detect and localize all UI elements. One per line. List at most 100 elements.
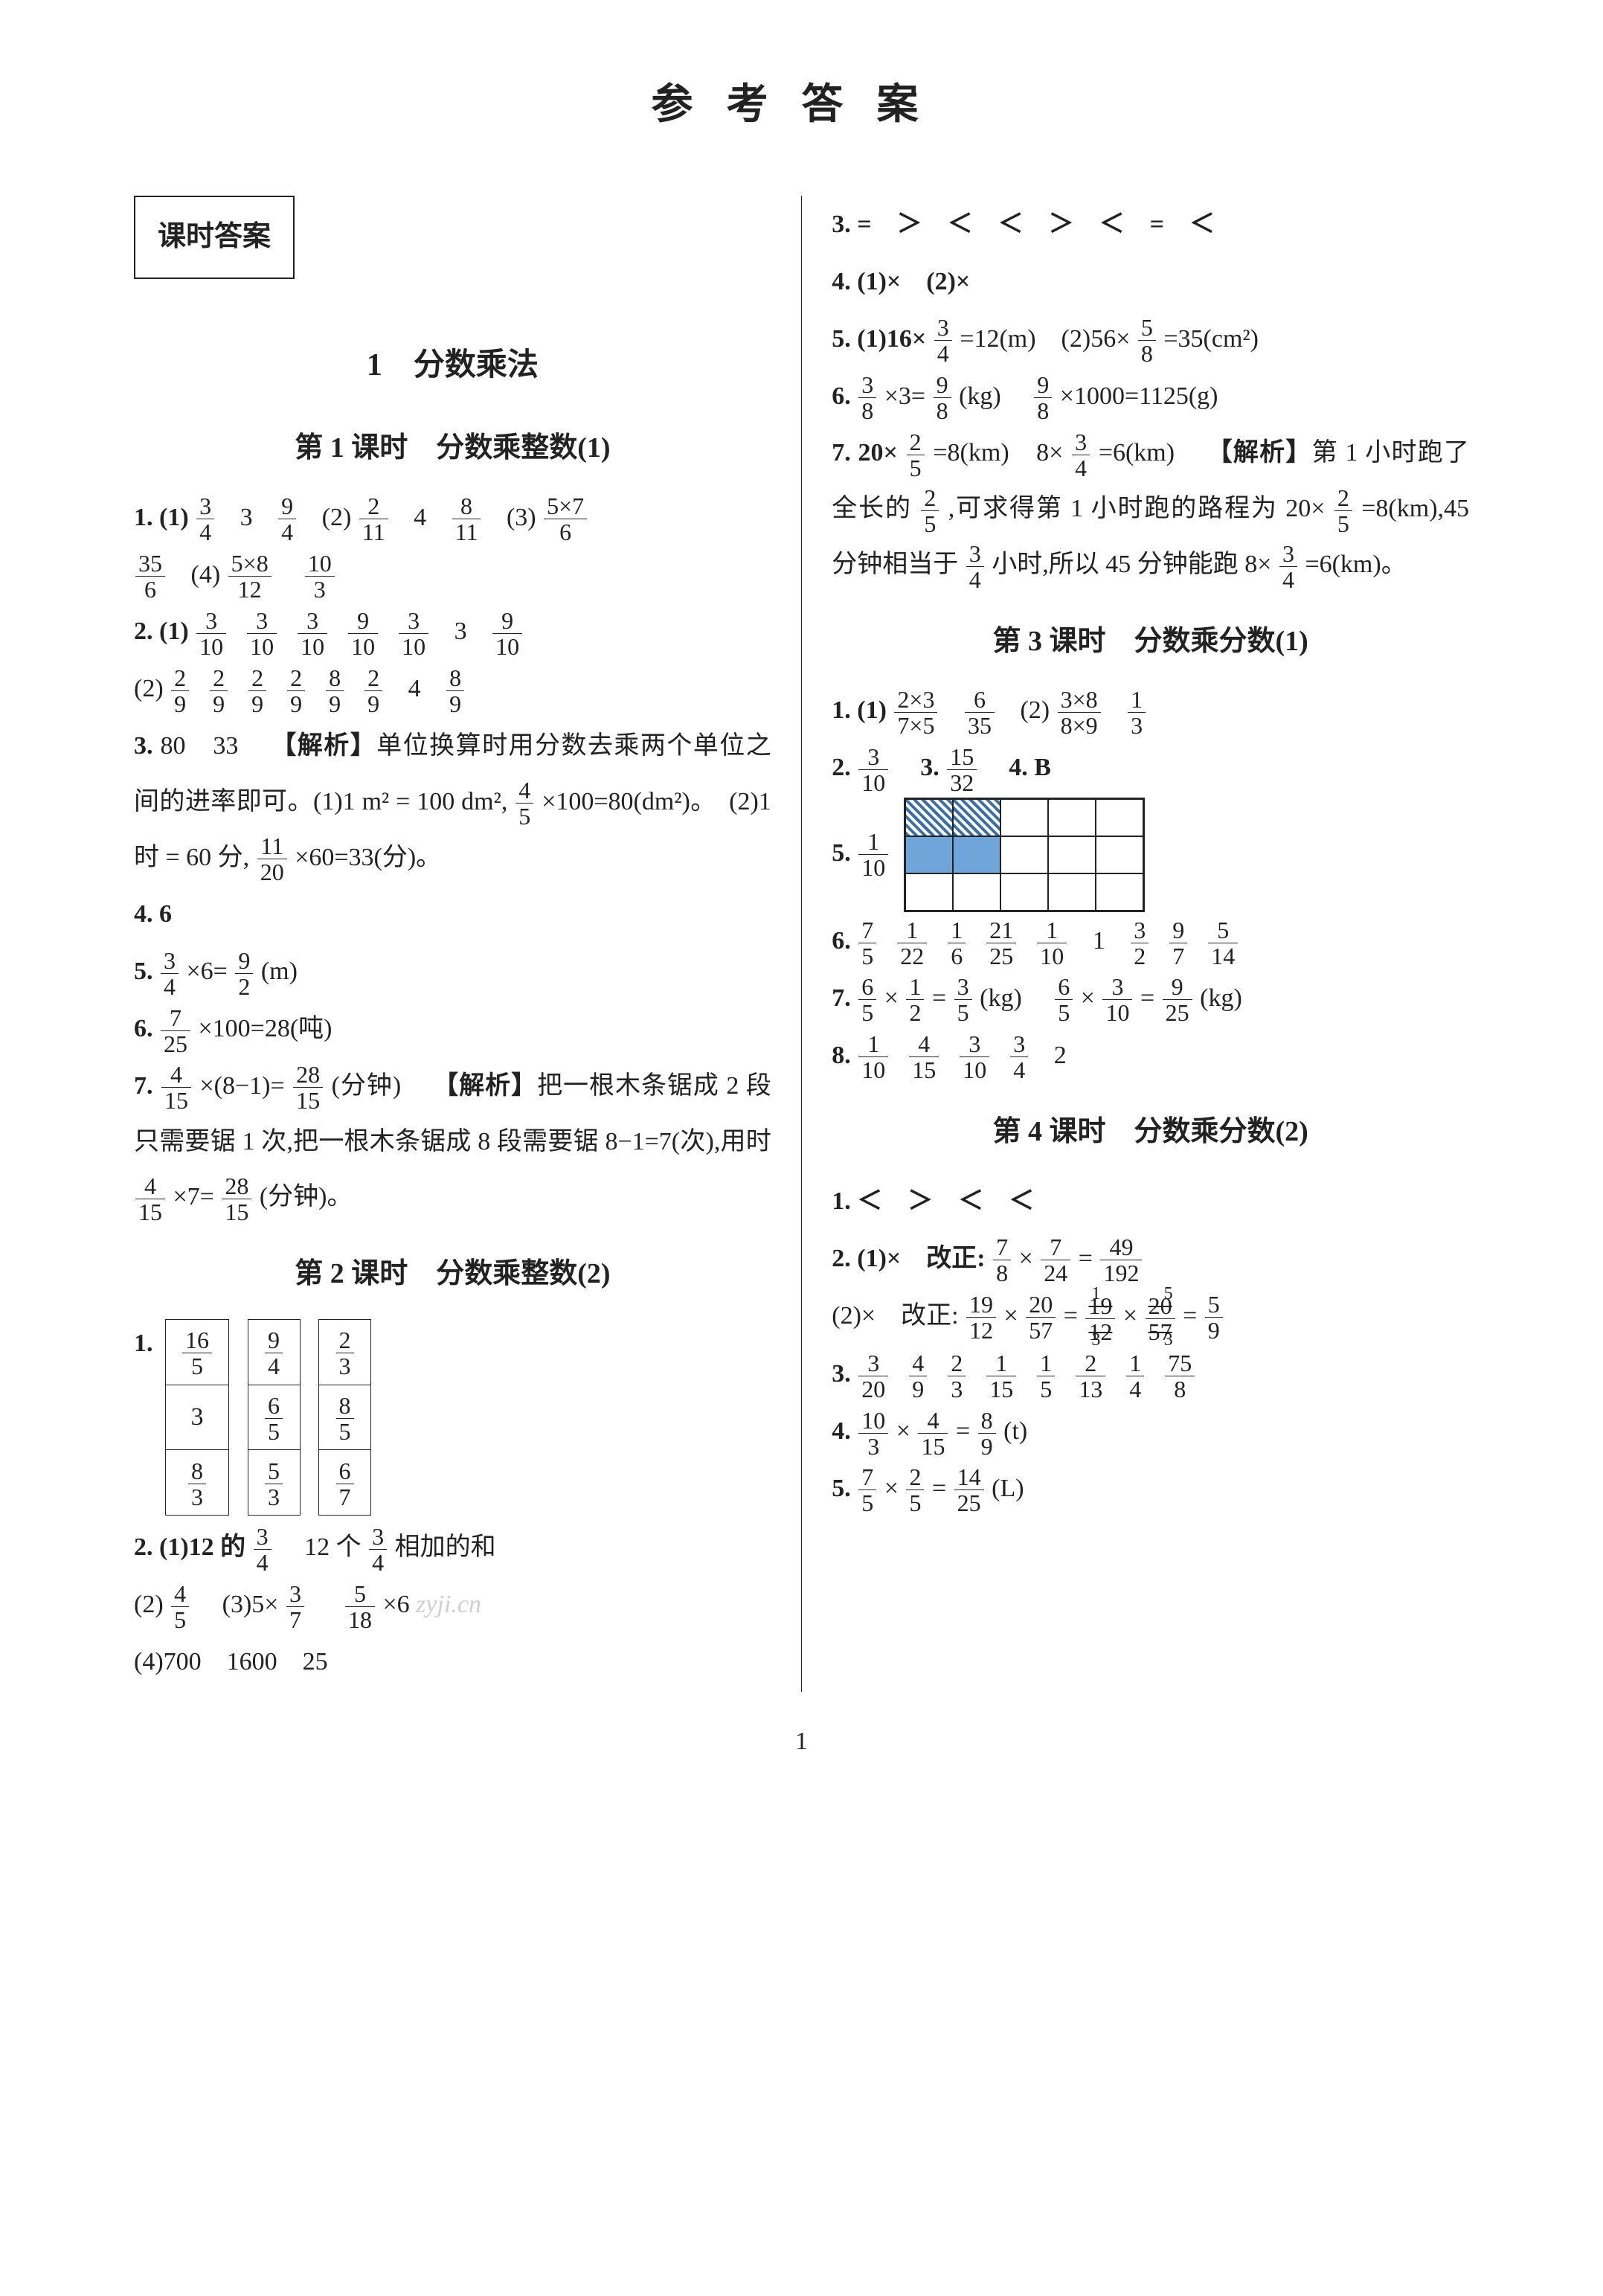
op: = [1064, 1302, 1078, 1330]
answer-line: 8. 11041531034 2 [832, 1028, 1469, 1084]
fraction: 310 [196, 609, 226, 658]
answer-line: 5. 34 ×6= 92 (m) [134, 944, 771, 1000]
answer-line: 7. 65 × 12 = 35 (kg) 65 × 310 = 925 (kg) [832, 971, 1469, 1027]
fraction: 34 [1010, 1032, 1028, 1082]
fraction: 725 [161, 1006, 190, 1056]
text: =35(cm²) [1163, 325, 1259, 353]
cancel-sup: 5 [1164, 1274, 1173, 1314]
grid-cell [1000, 799, 1048, 836]
fraction: 5×812 [228, 551, 272, 601]
text: ×(8−1)= [199, 1072, 284, 1100]
value: 1 [1093, 927, 1105, 955]
text: ,可求得第 1 小时跑的路程为 20× [948, 495, 1326, 522]
q-num: 3. [134, 732, 153, 760]
op: × [884, 1475, 899, 1502]
label: (2) [134, 675, 164, 702]
fraction: 65 [1055, 975, 1073, 1024]
answer-line: 4. 6 [134, 887, 771, 943]
text: (分钟) [332, 1072, 402, 1100]
q-num: 4. B [1009, 754, 1051, 781]
fraction: 724 [1041, 1235, 1070, 1285]
text: =8(km) 8× [933, 439, 1063, 466]
fraction: 310 [1102, 975, 1132, 1024]
text: 12 个 [279, 1533, 362, 1561]
text: (m) [261, 958, 298, 985]
fraction: 925 [1163, 975, 1192, 1024]
fraction: 34 [254, 1524, 272, 1574]
grid-cell [1096, 873, 1143, 911]
fraction: 110 [1037, 918, 1067, 968]
fraction: 49 [909, 1351, 927, 1401]
text: ×6 [382, 1591, 409, 1618]
fraction: 415 [918, 1408, 948, 1458]
fraction: 110 [858, 1032, 888, 1082]
fraction: 25 [907, 430, 925, 480]
table-cell: 94 [248, 1319, 300, 1385]
answer-line: 3. 80 33 【解析】单位换算时用分数去乘两个单位之间的进率即可。(1)1 … [134, 719, 771, 885]
text: (3)5× [197, 1591, 279, 1618]
fraction: 3×88×9 [1058, 687, 1101, 737]
fraction: 310 [960, 1032, 989, 1082]
op: = [1079, 1245, 1093, 1272]
fraction: 29 [171, 666, 189, 716]
fraction: 1912 [966, 1292, 996, 1342]
q-num: 4. (1)× (2)× [832, 268, 970, 295]
left-column: 课时答案 1 分数乘法 第 1 课时 分数乘整数(1) 1. (1) 34 3 … [134, 196, 771, 1691]
grid-cell [953, 836, 1000, 873]
answer-line: 7. 20× 25 =8(km) 8× 34 =6(km) 【解析】第 1 小时… [832, 426, 1469, 592]
fraction: 115 [986, 1351, 1016, 1401]
answer-line: 1. (1) 34 3 94 (2) 211 4 811 (3) 5×76 [134, 490, 771, 546]
fraction: 89 [326, 666, 344, 716]
fraction: 97 [1169, 918, 1187, 968]
answer-line: 1. ＜ ＞ ＜ ＜ [832, 1174, 1469, 1230]
op: = [932, 1475, 946, 1502]
fraction: 310 [247, 609, 277, 658]
op: × [1123, 1302, 1137, 1330]
fraction: 92 [235, 949, 253, 998]
grid-cell [1048, 873, 1096, 911]
fraction: 103 [858, 1408, 888, 1458]
analysis-label: 【解析】 [271, 732, 376, 760]
answer-line: 6. 38 ×3= 98 (kg) 98 ×1000=1125(g) [832, 369, 1469, 425]
q-num: 4. [832, 1417, 851, 1445]
text: ×3= [884, 382, 925, 410]
fraction: 25 [921, 486, 939, 536]
lesson-4-heading: 第 4 课时 分数乘分数(2) [832, 1101, 1469, 1164]
q-num: 6. [832, 927, 851, 955]
grid-cell [953, 799, 1000, 836]
value: 2 [1054, 1042, 1067, 1069]
fraction: 23 [336, 1328, 354, 1378]
fraction: 85 [336, 1394, 354, 1443]
q-num: 2. (1) [134, 618, 189, 645]
fraction: 45 [171, 1582, 189, 1632]
fraction: 67 [336, 1459, 354, 1509]
fraction: 32 [1131, 918, 1149, 968]
answer-line: 4. (1)× (2)× [832, 254, 1469, 310]
fraction: 514 [1208, 918, 1238, 968]
grid-cell [905, 799, 953, 836]
q-num: 2. (1)12 的 [134, 1533, 245, 1561]
answer-line: 2. (1) 310310310910310 3 910 [134, 604, 771, 660]
fraction: 23 [948, 1351, 966, 1401]
two-column-layout: 课时答案 1 分数乘法 第 1 课时 分数乘整数(1) 1. (1) 34 3 … [134, 196, 1469, 1691]
answer-line: 3. 32049231151521314758 [832, 1347, 1469, 1402]
fraction: 910 [348, 609, 378, 658]
table-cell: 65 [248, 1385, 300, 1450]
answer-line: (4)700 1600 25 [134, 1635, 771, 1690]
table-3: 23 85 67 [318, 1319, 371, 1516]
grid-cell [1000, 873, 1048, 911]
text: (kg) [1200, 984, 1242, 1012]
q-num: 7. [134, 1072, 153, 1100]
table-1: 165383 [165, 1319, 229, 1516]
fraction: 89 [978, 1408, 996, 1458]
answer-line: 5. 110 [832, 798, 1469, 912]
answer-line: (2)× 改正: 1912 × 2057 = 1 1912 3 × 5 2057… [832, 1289, 1469, 1346]
fraction-cancelled: 1912 [1085, 1294, 1115, 1344]
fraction: 78 [993, 1235, 1011, 1285]
fraction: 98 [934, 373, 951, 423]
fraction: 2057 [1026, 1292, 1056, 1342]
lesson-1-heading: 第 1 课时 分数乘整数(1) [134, 417, 771, 480]
op: = [956, 1417, 970, 1445]
answer-line: 2. (1)× 改正: 78 × 724 = 49192 [832, 1231, 1469, 1287]
fraction: 415 [161, 1062, 191, 1112]
